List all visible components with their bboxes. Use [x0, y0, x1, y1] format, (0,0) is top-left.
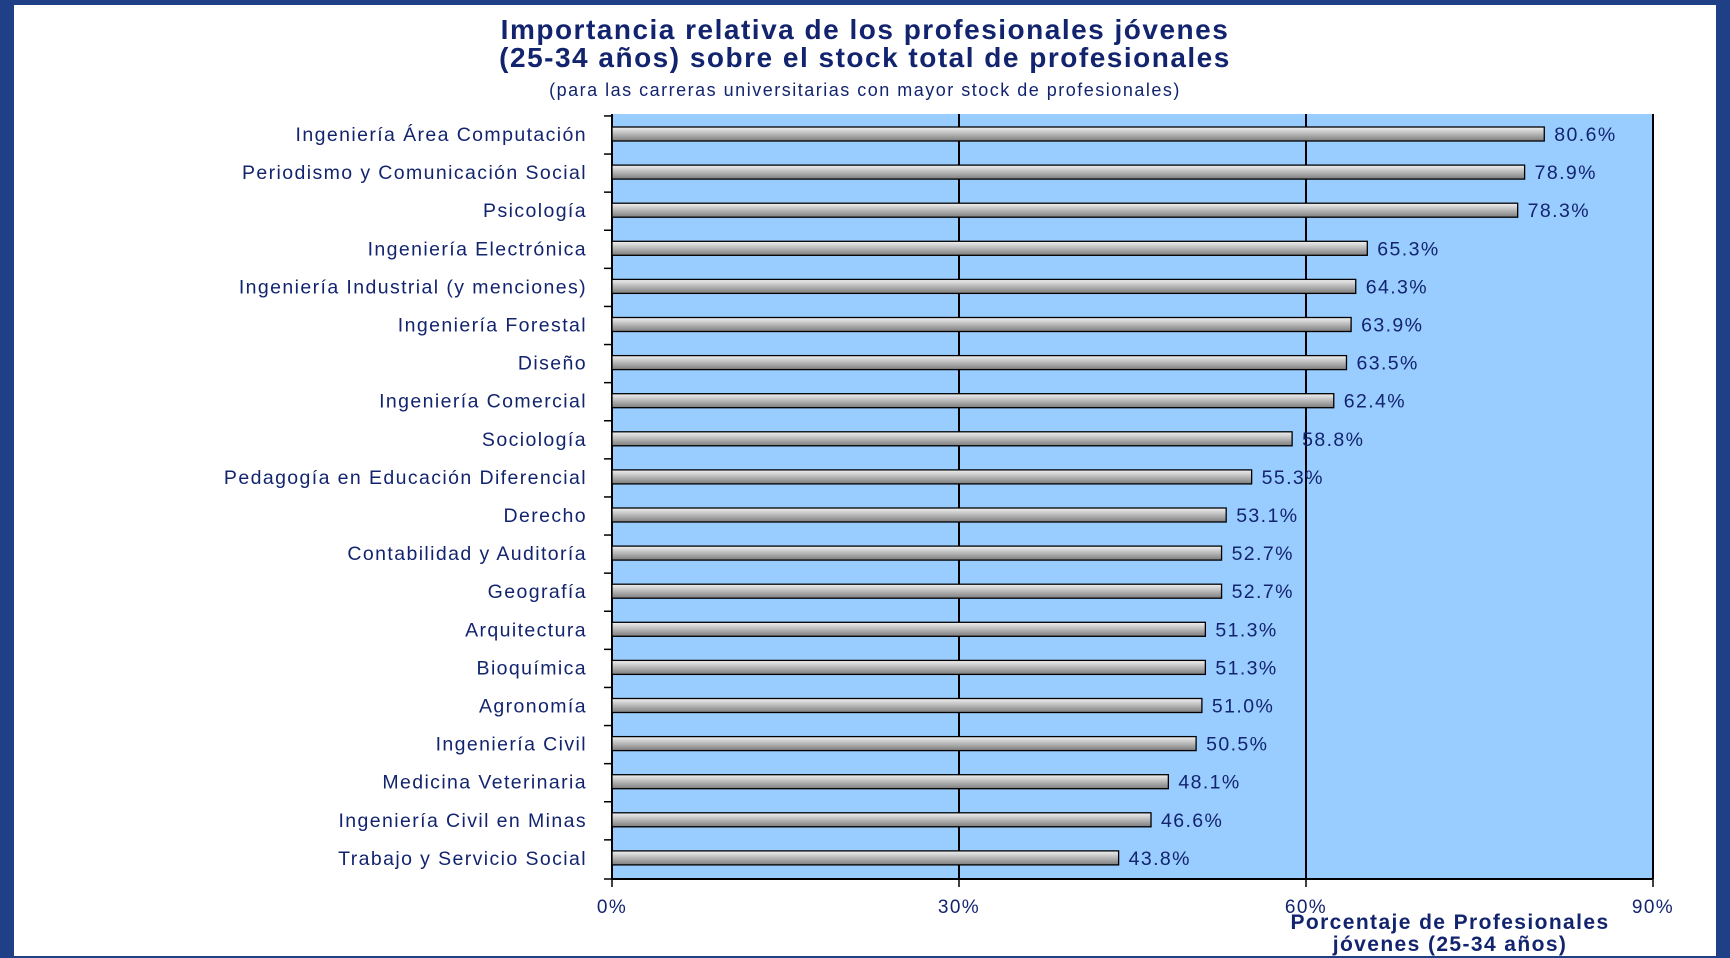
- value-label-17: 48.1%: [1178, 772, 1240, 794]
- bar-1: [612, 165, 1525, 179]
- value-label-15: 51.0%: [1212, 696, 1274, 718]
- category-label-7: Ingeniería Comercial: [379, 391, 587, 413]
- bar-18: [612, 813, 1151, 827]
- bar-6: [612, 356, 1346, 370]
- bar-9: [612, 470, 1252, 484]
- bar-10: [612, 508, 1226, 522]
- bar-5: [612, 318, 1351, 332]
- value-label-8: 58.8%: [1302, 429, 1364, 451]
- category-label-4: Ingeniería Industrial (y menciones): [239, 276, 587, 298]
- x-tick-label-0: 0%: [597, 897, 627, 918]
- bar-16: [612, 737, 1196, 751]
- value-label-7: 62.4%: [1344, 391, 1406, 413]
- bar-2: [612, 203, 1518, 217]
- category-label-16: Ingeniería Civil: [436, 734, 587, 756]
- value-label-11: 52.7%: [1232, 543, 1294, 565]
- value-label-14: 51.3%: [1215, 657, 1277, 679]
- category-label-17: Medicina Veterinaria: [382, 772, 587, 794]
- bar-12: [612, 584, 1222, 598]
- category-label-14: Bioquímica: [477, 657, 587, 679]
- category-label-3: Ingeniería Electrónica: [368, 238, 587, 260]
- category-label-11: Contabilidad y Auditoría: [347, 543, 587, 565]
- bar-8: [612, 432, 1292, 446]
- x-axis-title: Porcentaje de Profesionales jóvenes (25-…: [1210, 912, 1690, 956]
- category-label-0: Ingeniería Área Computación: [296, 123, 587, 146]
- bar-13: [612, 622, 1205, 636]
- value-label-2: 78.3%: [1528, 200, 1590, 222]
- category-label-12: Geografía: [488, 581, 587, 603]
- category-label-19: Trabajo y Servicio Social: [338, 848, 587, 870]
- category-label-2: Psicología: [483, 200, 587, 222]
- bar-7: [612, 394, 1334, 408]
- value-label-10: 53.1%: [1236, 505, 1298, 527]
- bar-0: [612, 127, 1544, 141]
- plot-area: [612, 114, 1653, 879]
- category-label-6: Diseño: [518, 353, 587, 375]
- bar-4: [612, 279, 1356, 293]
- x-tick-label-1: 30%: [938, 897, 980, 918]
- value-label-9: 55.3%: [1262, 467, 1324, 489]
- value-label-18: 46.6%: [1161, 810, 1223, 832]
- value-label-1: 78.9%: [1535, 162, 1597, 184]
- value-label-13: 51.3%: [1215, 619, 1277, 641]
- category-label-5: Ingeniería Forestal: [398, 315, 587, 337]
- category-label-10: Derecho: [503, 505, 587, 527]
- value-label-5: 63.9%: [1361, 315, 1423, 337]
- bar-19: [612, 851, 1119, 865]
- value-label-16: 50.5%: [1206, 734, 1268, 756]
- category-label-1: Periodismo y Comunicación Social: [242, 162, 587, 184]
- x-axis-title-line1: Porcentaje de Profesionales: [1210, 912, 1690, 934]
- value-label-6: 63.5%: [1356, 353, 1418, 375]
- value-label-3: 65.3%: [1377, 238, 1439, 260]
- category-label-9: Pedagogía en Educación Diferencial: [224, 467, 587, 489]
- bar-17: [612, 775, 1168, 789]
- x-axis-title-line2: jóvenes (25-34 años): [1210, 934, 1690, 956]
- bar-3: [612, 241, 1367, 255]
- value-label-4: 64.3%: [1366, 276, 1428, 298]
- bar-14: [612, 660, 1205, 674]
- bar-11: [612, 546, 1222, 560]
- bar-15: [612, 699, 1202, 713]
- category-label-13: Arquitectura: [465, 619, 587, 641]
- category-label-15: Agronomía: [479, 696, 587, 718]
- value-label-0: 80.6%: [1554, 124, 1616, 146]
- value-label-19: 43.8%: [1129, 848, 1191, 870]
- category-label-8: Sociología: [482, 429, 587, 451]
- category-label-18: Ingeniería Civil en Minas: [338, 810, 587, 832]
- value-label-12: 52.7%: [1232, 581, 1294, 603]
